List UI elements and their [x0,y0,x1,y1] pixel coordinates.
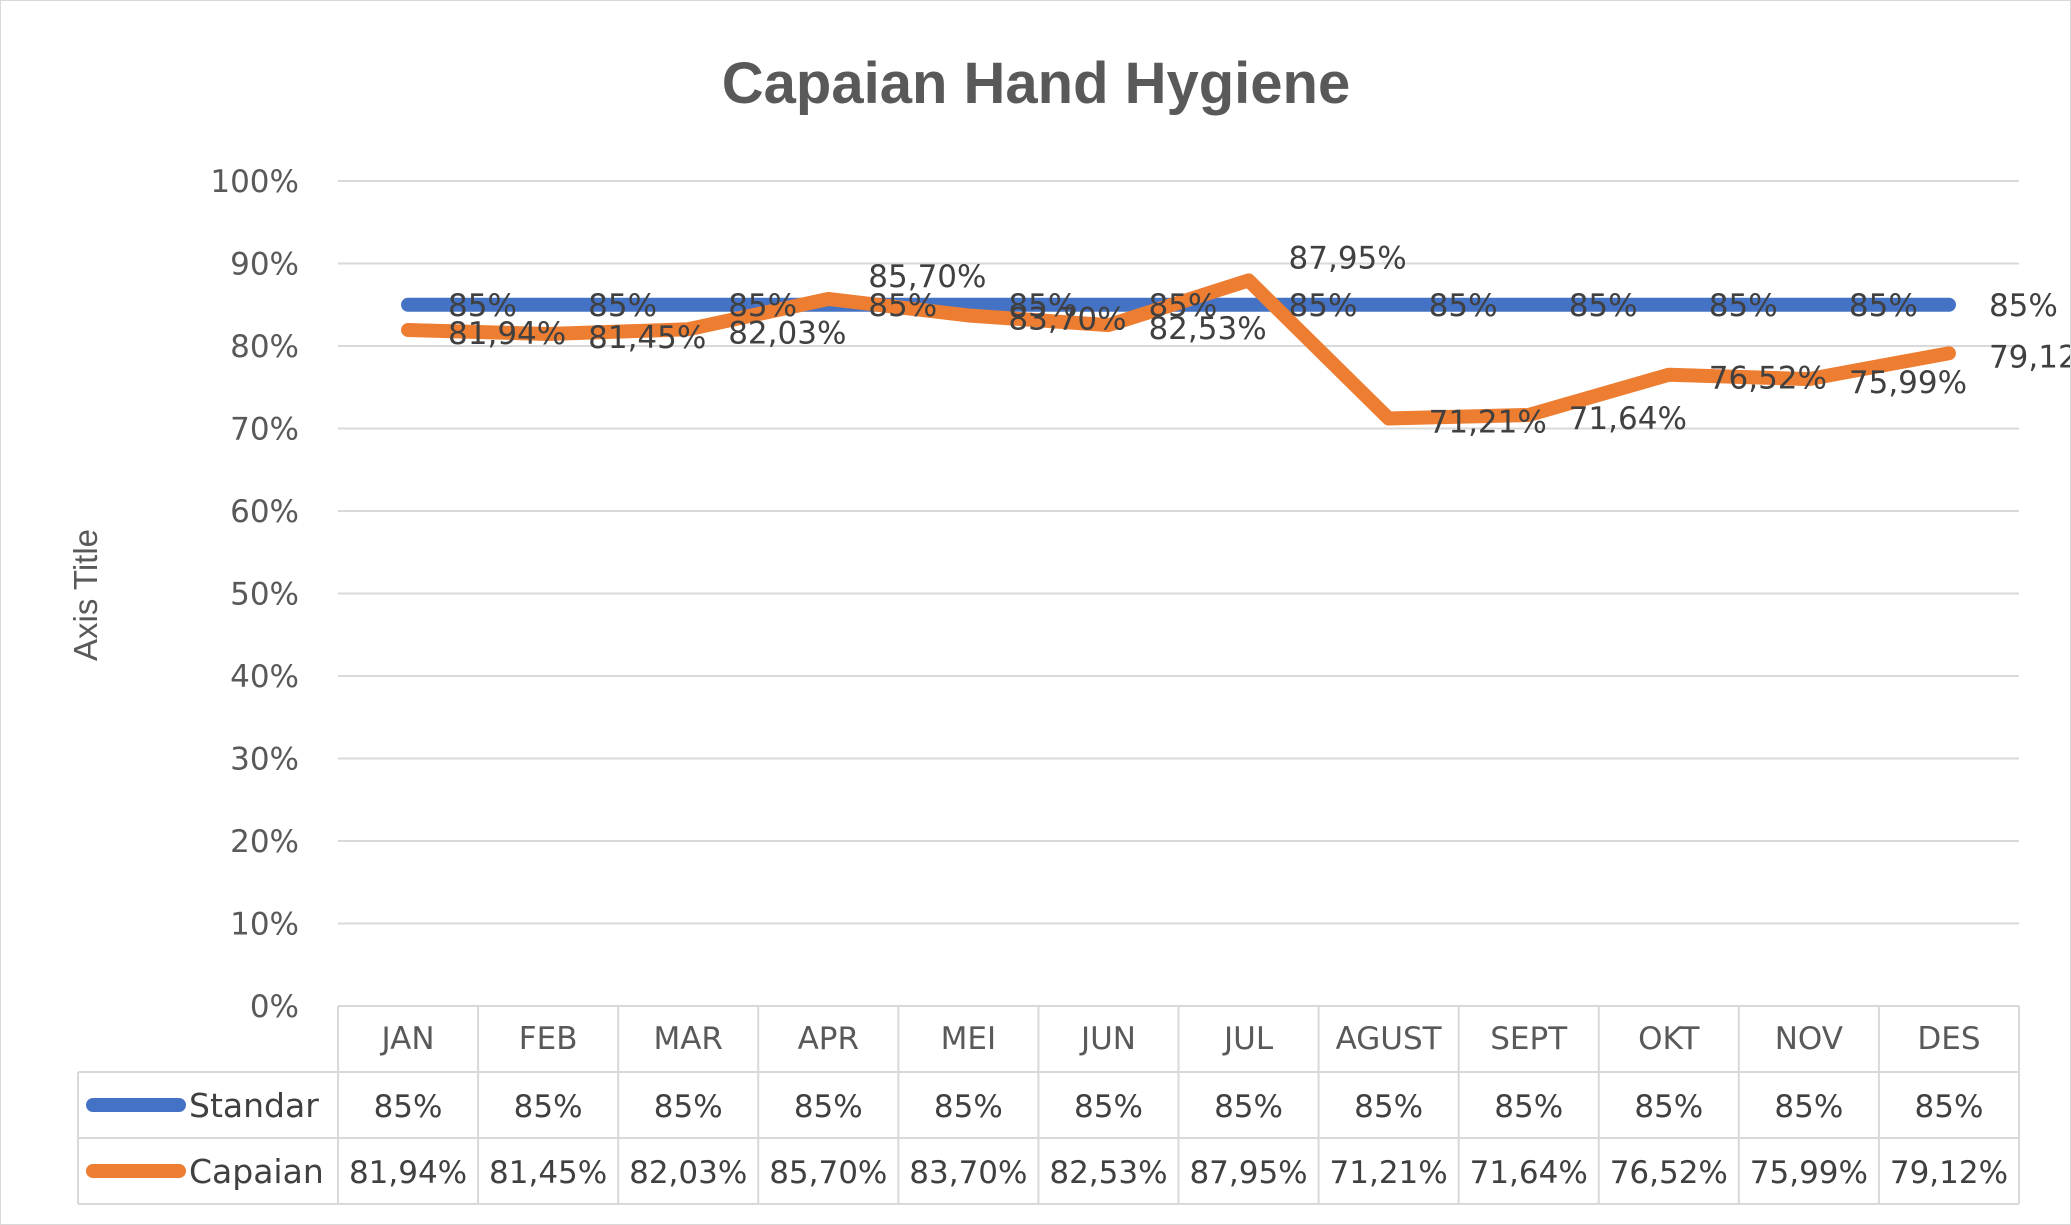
table-cell: 75,99% [1750,1155,1868,1191]
x-category-label: AGUST [1336,1021,1443,1057]
x-category-label: NOV [1775,1021,1843,1057]
table-cell: 71,64% [1470,1155,1588,1191]
x-category-label: MAR [653,1021,723,1057]
data-label-capaian: 82,53% [1148,311,1266,347]
table-cell: 82,03% [629,1155,747,1191]
y-tick-label: 100% [210,164,299,200]
table-cell: 85% [934,1089,1003,1125]
x-category-label: JUN [1079,1021,1136,1057]
table-cell: 85% [1074,1089,1143,1125]
table-cell: 71,21% [1330,1155,1448,1191]
data-table: JAN FEB MAR APR MEI JUN JUL AGUST SEPT OKT NOV DES S… [77,1006,2020,1205]
data-label-capaian: 71,21% [1429,405,1547,441]
data-label-capaian: 87,95% [1289,240,1407,276]
data-label-standar: 85% [868,288,937,324]
data-labels: 85% 85% 85% 85% 85% 85% 85% 85% 85% 85% 85% 85%81,9… [448,240,2070,440]
data-label-capaian: 71,64% [1569,401,1687,437]
table-cell: 85% [794,1089,863,1125]
table-cell: 85% [654,1089,723,1125]
data-label-capaian: 85,70% [868,259,986,295]
data-label-standar: 85% [588,288,657,324]
data-label-capaian: 81,45% [588,320,706,356]
data-label-standar: 85% [448,288,517,324]
data-label-capaian: 81,94% [448,316,566,352]
y-tick-label: 80% [230,329,299,365]
table-cell: 85% [1774,1089,1843,1125]
y-tick-label: 40% [230,659,299,695]
data-label-standar: 85% [1148,288,1217,324]
x-category-label: OKT [1638,1021,1700,1057]
legend-label-standar: Standar [189,1086,319,1125]
gridlines [338,180,2019,1007]
table-cell: 82,53% [1049,1155,1167,1191]
table-cell: 81,45% [489,1155,607,1191]
data-label-standar: 85% [1709,288,1778,324]
table-cell: 87,95% [1189,1155,1307,1191]
table-cell: 85,70% [769,1155,887,1191]
table-cell: 76,52% [1610,1155,1728,1191]
x-category-label: SEPT [1490,1021,1568,1057]
data-label-capaian: 82,03% [728,315,846,351]
data-label-capaian: 75,99% [1849,365,1967,401]
x-category-label: DES [1917,1021,1980,1057]
data-label-standar: 85% [1849,288,1918,324]
table-cell: 85% [1915,1089,1984,1125]
series-lines [401,273,1956,426]
y-tick-label: 70% [230,412,299,448]
y-tick-label: 90% [230,247,299,283]
data-label-capaian: 83,70% [1008,301,1126,337]
table-cell: 85% [1494,1089,1563,1125]
data-label-standar: 85% [1008,288,1077,324]
x-category-label: FEB [519,1021,578,1057]
data-label-capaian: 79,12% [1989,339,2070,375]
x-category-label: APR [798,1021,859,1057]
series-line-capaian [401,273,1956,426]
table-cell: 85% [514,1089,583,1125]
data-label-standar: 85% [728,288,797,324]
y-tick-label: 50% [230,577,299,613]
table-cell: 85% [1214,1089,1283,1125]
data-label-standar: 85% [1429,288,1498,324]
data-label-standar: 85% [1569,288,1638,324]
y-tick-label: 60% [230,494,299,530]
table-cell: 85% [374,1089,443,1125]
x-category-label: JUL [1222,1021,1274,1057]
table-cell: 81,94% [349,1155,467,1191]
data-label-standar: 85% [1289,288,1358,324]
table-cell: 85% [1354,1089,1423,1125]
table-cell: 85% [1634,1089,1703,1125]
x-category-label: MEI [941,1021,996,1057]
chart-title: Capaian Hand Hygiene [722,51,1350,116]
y-tick-label: 30% [230,742,299,778]
legend-label-capaian: Capaian [189,1152,324,1191]
table-cell: 83,70% [909,1155,1027,1191]
y-tick-label: 10% [230,907,299,943]
table-cell: 79,12% [1890,1155,2008,1191]
y-tick-label: 20% [230,824,299,860]
data-label-standar: 85% [1989,288,2058,324]
y-axis-ticks: 0% 10% 20% 30% 40% 50% 60% 70% 80% 90% 100% [210,164,299,1025]
y-tick-label: 0% [250,989,299,1025]
y-axis-title: Axis Title [67,529,104,661]
data-label-capaian: 76,52% [1709,361,1827,397]
x-category-label: JAN [380,1021,435,1057]
